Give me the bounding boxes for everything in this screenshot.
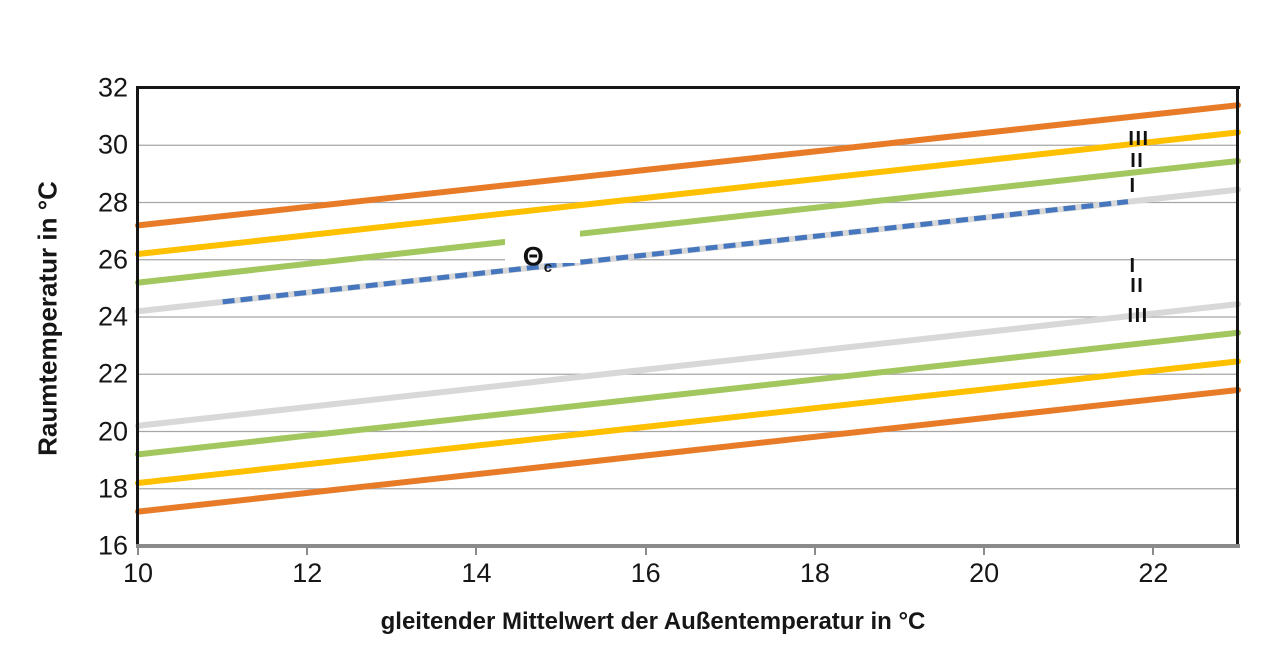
plot-border-left <box>136 86 139 548</box>
chart-plot-area <box>135 102 1241 515</box>
x-axis-tick-label-18: 18 <box>799 558 830 588</box>
x-axis-tick-label-12: 12 <box>292 558 323 588</box>
series-line-lower-orange <box>135 386 1241 515</box>
x-axis-tick-mark-20 <box>983 548 986 555</box>
category-label-lower-cat-II: II <box>1130 274 1145 297</box>
series-line-upper-yellow <box>135 129 1241 258</box>
category-label-lower-cat-I: I <box>1129 254 1137 277</box>
x-axis-tick-mark-22 <box>1152 548 1155 555</box>
y-axis-tick-label-20: 20 <box>97 416 128 446</box>
x-axis-tick-label-16: 16 <box>630 558 661 588</box>
x-axis-tick-label-14: 14 <box>461 558 492 588</box>
y-axis-title: Raumtemperatur in °C <box>32 181 63 456</box>
x-axis-tick-label-10: 10 <box>122 558 154 588</box>
plot-border-bottom-axis <box>136 544 1240 548</box>
y-axis-tick-label-16: 16 <box>97 530 128 561</box>
x-axis-tick-mark-16 <box>644 548 647 555</box>
y-axis-tick-label-32: 32 <box>97 72 128 103</box>
series-line-lower-green <box>135 329 1241 458</box>
x-axis-title: gleitender Mittelwert der Außentemperatu… <box>380 608 926 635</box>
series-line-lower-gray <box>135 301 1241 429</box>
x-axis-tick-label-20: 20 <box>969 558 1000 588</box>
category-label-upper-cat-III: III <box>1128 128 1150 151</box>
series-line-theta-c-dashed <box>222 199 1129 305</box>
series-line-lower-yellow <box>135 358 1241 487</box>
series-line-upper-green-seg1 <box>135 239 508 286</box>
x-axis-tick-mark-10 <box>137 548 139 555</box>
y-axis-tick-label-26: 26 <box>97 244 128 275</box>
category-label-lower-cat-III: III <box>1127 305 1149 328</box>
x-axis-tick-label-22: 22 <box>1138 558 1169 588</box>
y-axis-tick-label-28: 28 <box>97 187 128 217</box>
x-axis-tick-mark-14 <box>475 548 478 555</box>
category-label-upper-cat-I: I <box>1129 175 1137 198</box>
y-axis-tick-label-24: 24 <box>97 301 128 332</box>
y-axis-tick-label-22: 22 <box>97 358 128 389</box>
theta-c-label-background <box>505 226 580 263</box>
x-axis-tick-mark-12 <box>306 548 309 555</box>
y-axis-tick-label-30: 30 <box>97 129 128 160</box>
plot-border-right <box>1236 86 1239 548</box>
category-label-upper-cat-II: II <box>1130 150 1145 173</box>
series-line-upper-orange <box>135 102 1241 229</box>
y-axis-tick-label-18: 18 <box>97 473 128 504</box>
x-axis-tick-mark-18 <box>813 548 816 555</box>
theta-c-label: Θc <box>522 241 553 276</box>
series-line-upper-green-seg2 <box>577 157 1241 237</box>
plot-border-top <box>136 86 1240 89</box>
